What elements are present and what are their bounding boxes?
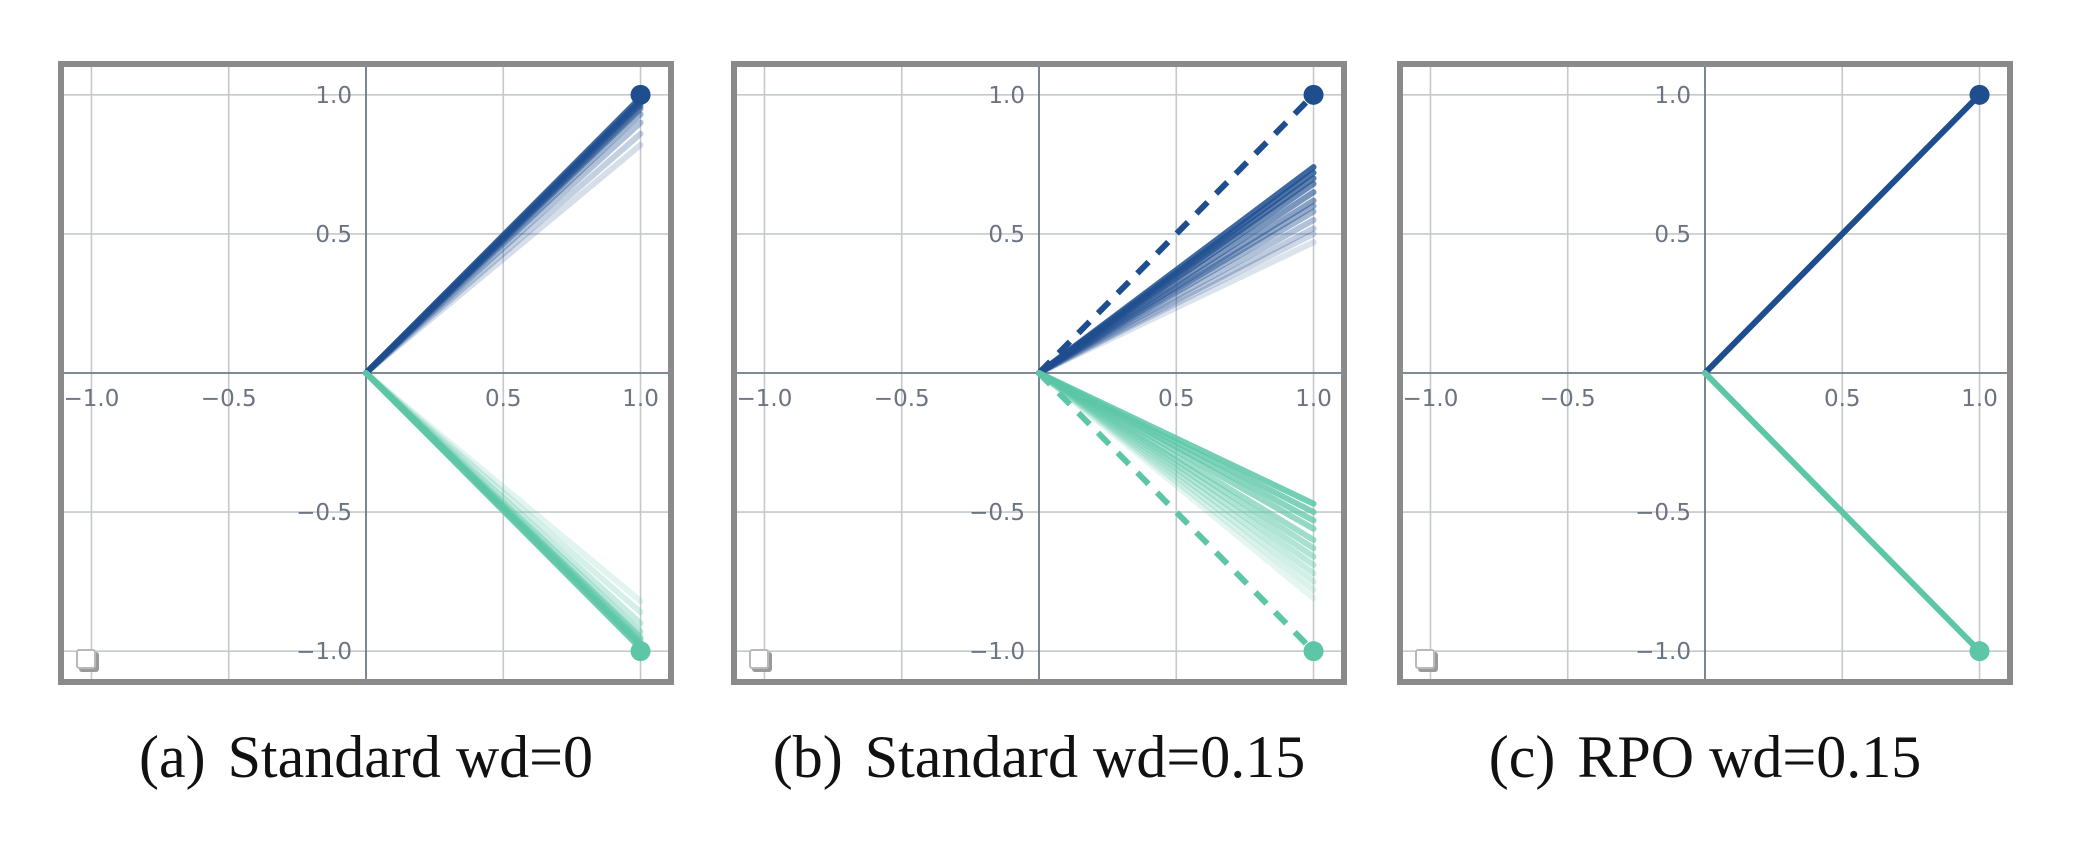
series-line bbox=[1036, 370, 1317, 593]
series-line bbox=[1036, 370, 1317, 552]
caption-text-a: Standard wd=0 bbox=[227, 724, 594, 790]
target-point-marker bbox=[1303, 641, 1324, 662]
plot-area-a: −1.0 −0.5 0.5 1.0 1.0 0.5 −0.5 −1.0 bbox=[64, 67, 668, 679]
series-line bbox=[1036, 203, 1317, 376]
x-tick-label: 0.5 bbox=[1824, 386, 1861, 412]
series-line bbox=[363, 111, 644, 376]
y-tick-label: −0.5 bbox=[296, 500, 352, 526]
series-line bbox=[1036, 208, 1317, 376]
corner-square-icon bbox=[1415, 649, 1435, 669]
corner-square-icon bbox=[749, 649, 769, 669]
series-line bbox=[1036, 370, 1317, 568]
y-tick-label: 0.5 bbox=[1654, 222, 1691, 248]
chart-panel-b: −1.0 −0.5 0.5 1.0 1.0 0.5 −0.5 −1.0 bbox=[731, 61, 1347, 685]
y-tick-label: −1.0 bbox=[296, 639, 352, 665]
series-line bbox=[1036, 370, 1317, 560]
y-tick-label: −0.5 bbox=[969, 500, 1025, 526]
plot-area-b: −1.0 −0.5 0.5 1.0 1.0 0.5 −0.5 −1.0 bbox=[737, 67, 1341, 679]
x-tick-label: −1.0 bbox=[737, 386, 792, 412]
series-line bbox=[1036, 230, 1317, 376]
caption-b: (b) Standard wd=0.15 bbox=[731, 722, 1347, 792]
y-tick-label: −1.0 bbox=[969, 639, 1025, 665]
target-point-marker bbox=[1303, 84, 1324, 105]
chart-panel-c: −1.0 −0.5 0.5 1.0 1.0 0.5 −0.5 −1.0 bbox=[1397, 61, 2013, 685]
y-tick-label: 0.5 bbox=[315, 222, 352, 248]
series-line bbox=[1702, 91, 1983, 376]
series-line bbox=[1036, 225, 1317, 376]
x-tick-label: 0.5 bbox=[485, 386, 522, 412]
caption-label-b: (b) bbox=[772, 724, 843, 790]
y-tick-label: −0.5 bbox=[1635, 500, 1691, 526]
series-line bbox=[1036, 217, 1317, 376]
x-tick-label: 1.0 bbox=[1295, 386, 1332, 412]
series-line bbox=[1036, 370, 1317, 585]
y-tick-label: 1.0 bbox=[1654, 83, 1691, 109]
y-tick-label: 1.0 bbox=[988, 83, 1025, 109]
series-line bbox=[363, 105, 644, 376]
plot-area-c: −1.0 −0.5 0.5 1.0 1.0 0.5 −0.5 −1.0 bbox=[1403, 67, 2007, 679]
series-line bbox=[363, 141, 644, 376]
x-tick-label: −1.0 bbox=[64, 386, 119, 412]
series-line bbox=[363, 130, 644, 376]
target-point-marker bbox=[1969, 641, 1990, 662]
caption-label-a: (a) bbox=[138, 724, 206, 790]
y-tick-label: −1.0 bbox=[1635, 639, 1691, 665]
target-dashed-line bbox=[1036, 370, 1316, 654]
chart-panel-a: −1.0 −0.5 0.5 1.0 1.0 0.5 −0.5 −1.0 bbox=[58, 61, 674, 685]
target-point-marker bbox=[630, 84, 651, 105]
target-dashed-line bbox=[1036, 92, 1316, 376]
series-line bbox=[1036, 370, 1317, 602]
series-line bbox=[363, 370, 644, 635]
series-line bbox=[1036, 239, 1317, 376]
series-line bbox=[363, 370, 644, 627]
y-tick-label: 0.5 bbox=[988, 222, 1025, 248]
corner-square-icon bbox=[76, 649, 96, 669]
series-line bbox=[363, 119, 644, 376]
caption-c: (c) RPO wd=0.15 bbox=[1397, 722, 2013, 792]
x-tick-label: −0.5 bbox=[1540, 386, 1596, 412]
y-tick-label: 1.0 bbox=[315, 83, 352, 109]
series-line bbox=[1036, 370, 1317, 577]
series-line bbox=[1702, 370, 1983, 655]
target-point-marker bbox=[630, 641, 651, 662]
series-line bbox=[363, 370, 644, 641]
x-tick-label: −1.0 bbox=[1403, 386, 1458, 412]
x-tick-label: 1.0 bbox=[1961, 386, 1998, 412]
caption-text-b: Standard wd=0.15 bbox=[864, 724, 1306, 790]
caption-text-c: RPO wd=0.15 bbox=[1577, 724, 1922, 790]
series-line bbox=[363, 370, 644, 616]
x-tick-label: 0.5 bbox=[1158, 386, 1195, 412]
series-line bbox=[1036, 197, 1317, 376]
x-tick-label: 1.0 bbox=[622, 386, 659, 412]
series-line bbox=[363, 370, 644, 605]
x-tick-label: −0.5 bbox=[201, 386, 257, 412]
caption-a: (a) Standard wd=0 bbox=[58, 722, 674, 792]
caption-label-c: (c) bbox=[1488, 724, 1556, 790]
target-point-marker bbox=[1969, 84, 1990, 105]
x-tick-label: −0.5 bbox=[874, 386, 930, 412]
